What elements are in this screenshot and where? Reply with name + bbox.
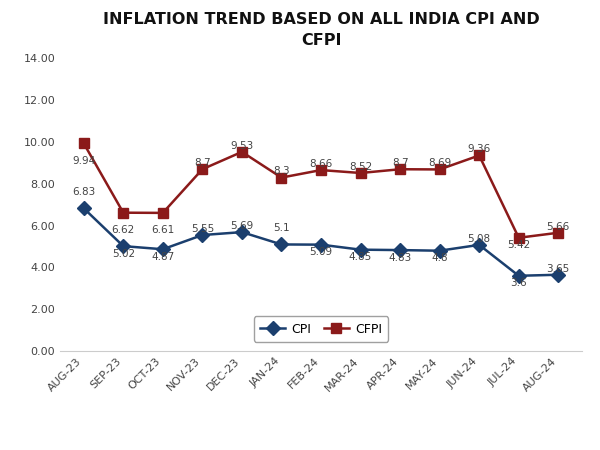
Text: 4.85: 4.85 — [349, 252, 372, 262]
Text: 5.55: 5.55 — [191, 224, 214, 234]
CFPI — [397, 166, 404, 172]
Text: 9.94: 9.94 — [72, 156, 95, 166]
Text: 5.02: 5.02 — [112, 248, 135, 259]
CPI — [238, 230, 245, 235]
CPI — [119, 243, 127, 249]
Text: 8.66: 8.66 — [310, 159, 332, 169]
Text: 5.69: 5.69 — [230, 221, 254, 231]
CFPI — [436, 167, 443, 172]
CFPI — [357, 170, 364, 176]
Text: 8.69: 8.69 — [428, 158, 451, 168]
Text: 6.83: 6.83 — [72, 187, 95, 197]
Text: 4.87: 4.87 — [151, 252, 175, 262]
Title: INFLATION TREND BASED ON ALL INDIA CPI AND
CFPI: INFLATION TREND BASED ON ALL INDIA CPI A… — [103, 12, 539, 48]
Text: 6.62: 6.62 — [112, 225, 135, 235]
Text: 9.36: 9.36 — [467, 144, 491, 154]
CPI — [515, 273, 523, 279]
Text: 6.61: 6.61 — [151, 225, 175, 235]
CFPI — [80, 141, 88, 146]
CFPI — [515, 235, 523, 240]
Text: 3.65: 3.65 — [547, 264, 570, 274]
Text: 8.7: 8.7 — [194, 158, 211, 168]
CPI — [159, 247, 166, 252]
CFPI — [159, 210, 166, 216]
CPI — [397, 248, 404, 253]
Text: 5.09: 5.09 — [310, 247, 332, 257]
Text: 3.6: 3.6 — [511, 278, 527, 288]
Text: 5.08: 5.08 — [467, 234, 491, 244]
CFPI — [554, 230, 562, 235]
CPI — [357, 247, 364, 252]
CPI — [436, 248, 443, 253]
CPI — [278, 242, 285, 247]
Legend: CPI, CFPI: CPI, CFPI — [254, 316, 388, 342]
Text: 9.53: 9.53 — [230, 141, 254, 151]
CFPI — [119, 210, 127, 216]
Text: 8.7: 8.7 — [392, 158, 409, 168]
Text: 8.52: 8.52 — [349, 162, 372, 172]
Text: 4.83: 4.83 — [388, 252, 412, 263]
CPI — [199, 232, 206, 238]
Line: CFPI: CFPI — [79, 139, 563, 243]
CFPI — [278, 175, 285, 180]
CPI — [317, 242, 325, 248]
Text: 8.3: 8.3 — [273, 166, 290, 176]
CFPI — [476, 153, 483, 158]
CPI — [80, 206, 88, 211]
CFPI — [317, 167, 325, 173]
CFPI — [238, 149, 245, 155]
Text: 5.66: 5.66 — [547, 222, 570, 232]
Text: 5.42: 5.42 — [507, 240, 530, 250]
CPI — [476, 242, 483, 248]
Text: 4.8: 4.8 — [431, 253, 448, 263]
CPI — [554, 272, 562, 278]
Text: 5.1: 5.1 — [273, 223, 290, 234]
Line: CPI: CPI — [79, 203, 563, 281]
CFPI — [199, 166, 206, 172]
